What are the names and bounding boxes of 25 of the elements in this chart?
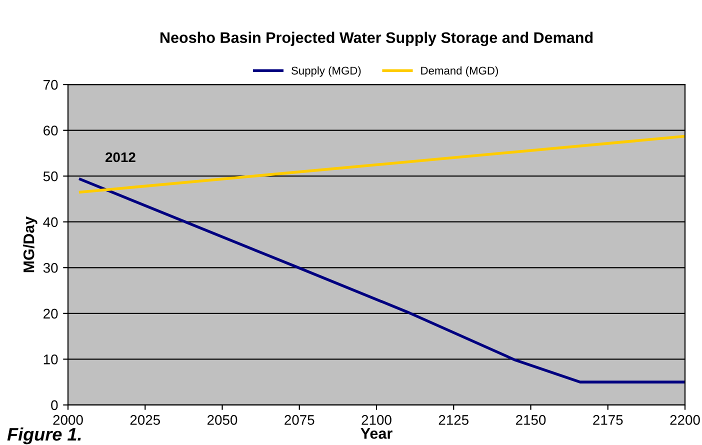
x-tick-label: 2125 xyxy=(438,415,468,425)
y-tick-label: 50 xyxy=(43,171,58,182)
x-tick-label: 2175 xyxy=(593,415,623,425)
y-tick-label: 70 xyxy=(44,80,58,90)
y-tick-label: 10 xyxy=(44,354,58,364)
y-tick-label: 40 xyxy=(43,217,58,228)
y-tick-label: 60 xyxy=(44,126,58,136)
legend-label: Demand (MGD) xyxy=(421,66,498,77)
x-tick-label: 2025 xyxy=(130,415,160,425)
x-tick-label: 2000 xyxy=(53,415,83,425)
x-tick-label: 2050 xyxy=(208,415,238,425)
y-axis-title: MG/Day xyxy=(23,216,38,272)
line-series xyxy=(78,178,685,384)
caption: Figure 1. xyxy=(7,427,81,444)
annotation: 2012 xyxy=(106,152,136,162)
x-tick-label: 2100 xyxy=(362,415,392,425)
y-tick-label: 30 xyxy=(43,262,58,273)
x-tick-label: 2150 xyxy=(516,415,546,425)
y-tick-label: 0 xyxy=(51,400,58,410)
legend-label: Supply (MGD) xyxy=(292,66,361,77)
x-tick-label: 2200 xyxy=(670,415,700,425)
x-tick-label: 2075 xyxy=(284,415,314,425)
x-axis-title: Year xyxy=(360,428,392,439)
chart-title: Neosho Basin Projected Water Supply Storage and Demand xyxy=(160,32,593,46)
y-tick-label: 20 xyxy=(44,308,58,319)
